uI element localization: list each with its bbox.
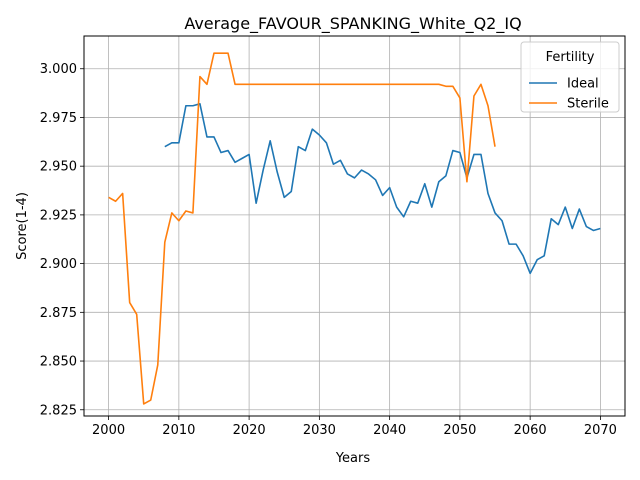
legend-label-sterile: Sterile — [567, 97, 609, 112]
y-tick-label: 2.875 — [40, 306, 77, 321]
x-tick-label: 2000 — [92, 423, 125, 438]
y-tick-label: 2.950 — [40, 160, 77, 175]
x-tick-label: 2070 — [584, 423, 617, 438]
legend-title: Fertility — [546, 50, 595, 65]
y-tick-label: 2.975 — [40, 111, 77, 126]
y-tick-label: 3.000 — [40, 62, 77, 77]
chart-title: Average_FAVOUR_SPANKING_White_Q2_IQ — [184, 14, 521, 34]
y-tick-label: 2.925 — [40, 208, 77, 223]
legend-box — [520, 41, 620, 113]
y-tick-label: 2.850 — [40, 355, 77, 370]
legend-label-ideal: Ideal — [567, 77, 599, 92]
legend: Fertility Ideal Sterile — [520, 41, 620, 113]
series-lines — [108, 52, 601, 405]
x-tick-label: 2050 — [443, 423, 476, 438]
x-tick-label: 2020 — [233, 423, 266, 438]
x-axis: 2000 2010 2020 2030 2040 2050 2060 2070 — [92, 416, 617, 438]
x-tick-label: 2060 — [514, 423, 547, 438]
y-tick-label: 2.825 — [40, 403, 77, 418]
series-line-ideal — [164, 103, 601, 275]
y-axis-label: Score(1-4) — [15, 192, 30, 260]
plot-frame — [83, 35, 626, 417]
x-tick-label: 2040 — [373, 423, 406, 438]
series-line-sterile — [108, 52, 496, 405]
y-tick-label: 2.900 — [40, 257, 77, 272]
y-axis: 2.825 2.850 2.875 2.900 2.925 2.950 2.975 3.000 — [40, 62, 84, 418]
x-tick-label: 2030 — [303, 423, 336, 438]
x-axis-label: Years — [335, 451, 371, 466]
x-tick-label: 2010 — [162, 423, 195, 438]
